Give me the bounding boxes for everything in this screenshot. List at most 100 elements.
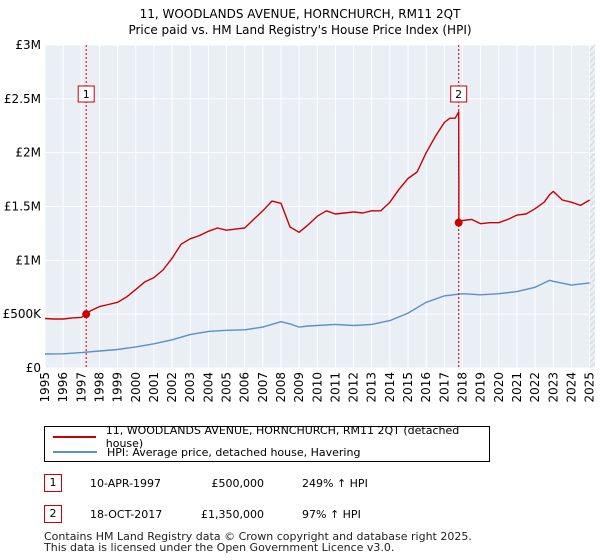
hatch-line: [589, 224, 596, 231]
hatch-line: [589, 194, 596, 201]
hatch-line: [589, 248, 596, 255]
hatch-line: [589, 80, 596, 87]
x-tick-label: 1996: [56, 372, 70, 403]
hatch-line: [589, 278, 596, 285]
x-tick-label: 2015: [401, 372, 415, 403]
hatch-line: [589, 356, 596, 363]
hatch-line: [589, 128, 596, 135]
hatch-line: [589, 92, 596, 99]
hatch-line: [589, 236, 596, 243]
hatch-line: [589, 140, 596, 147]
hatch-line: [589, 314, 596, 321]
x-tick-label: 1999: [111, 372, 125, 403]
hatch-line: [589, 134, 596, 141]
legend-label-hpi: HPI: Average price, detached house, Have…: [107, 445, 361, 459]
transaction-price: £500,000: [211, 477, 265, 490]
x-tick-label: 2019: [474, 372, 488, 403]
transaction-date: 10-APR-1997: [90, 477, 162, 490]
x-tick-label: 2002: [165, 372, 179, 403]
transaction-row: 1 10-APR-1997 £500,000 249% ↑ HPI: [44, 474, 494, 494]
hatch-line: [589, 326, 596, 333]
footer: Contains HM Land Registry data © Crown c…: [44, 531, 472, 553]
x-tick-label: 2024: [564, 372, 578, 403]
x-tick-label: 2022: [528, 372, 542, 403]
transaction-hpi-change: 249% ↑ HPI: [302, 477, 368, 490]
x-tick-label: 2017: [437, 372, 451, 403]
y-tick-label: £1.5M: [4, 200, 41, 214]
hatch-line: [589, 254, 596, 261]
hatch-line: [589, 260, 596, 267]
y-tick-label: £500K: [3, 307, 43, 321]
hatch-line: [589, 212, 596, 219]
hatch-line: [589, 68, 596, 75]
x-tick-label: 2004: [201, 372, 215, 403]
legend-label-property: 11, WOODLANDS AVENUE, HORNCHURCH, RM11 2…: [105, 424, 460, 450]
hatch-line: [589, 146, 596, 153]
hatch-line: [589, 242, 596, 249]
x-tick-label: 2008: [274, 372, 288, 403]
hatch-line: [589, 110, 596, 117]
hatch-line: [589, 332, 596, 339]
x-tick-label: 2016: [419, 372, 433, 403]
hatch-line: [589, 302, 596, 309]
annotation-box: [450, 85, 468, 103]
hatch-line: [589, 170, 596, 177]
hatch-line: [589, 44, 596, 51]
legend-swatch-property: [53, 436, 96, 438]
x-tick-label: 2001: [147, 372, 161, 403]
hatch-line: [589, 188, 596, 195]
legend-item-property: 11, WOODLANDS AVENUE, HORNCHURCH, RM11 2…: [53, 424, 489, 450]
y-axis: £0 £500K £1M £1.5M £2M £2.5M £3M: [3, 38, 43, 375]
hatch-line: [589, 218, 596, 225]
transaction-row: 2 18-OCT-2017 £1,350,000 97% ↑ HPI: [44, 505, 494, 525]
x-tick-label: 2010: [310, 372, 324, 403]
series-line: [44, 279, 590, 355]
x-tick-label: 1997: [74, 372, 88, 403]
x-tick-label: 2003: [183, 372, 197, 403]
transaction-marker: 2: [44, 505, 62, 523]
hatch-line: [589, 290, 596, 297]
hatch-line: [589, 350, 596, 357]
x-tick-label: 2009: [292, 372, 306, 403]
hatch-line: [589, 206, 596, 213]
hatch-line: [589, 200, 596, 207]
x-tick-label: 2012: [347, 372, 361, 403]
legend: 11, WOODLANDS AVENUE, HORNCHURCH, RM11 2…: [44, 424, 490, 462]
hatch-line: [589, 230, 596, 237]
x-tick-label: 2025: [583, 372, 597, 403]
hatch-line: [589, 362, 596, 369]
y-tick-label: £2M: [15, 146, 41, 160]
chart-title: 11, WOODLANDS AVENUE, HORNCHURCH, RM11 2…: [0, 6, 600, 38]
x-tick-label: 2006: [238, 372, 252, 403]
hatch-line: [589, 284, 596, 291]
x-tick-label: 2021: [510, 372, 524, 403]
price-chart: £0£500K£1M£1.5M£2M£2.5M£3M 1995 1996 1997 1…: [3, 38, 597, 403]
hatch-line: [589, 152, 596, 159]
hatch-line: [589, 62, 596, 69]
chart-subtitle: Price paid vs. HM Land Registry's House …: [128, 23, 472, 37]
transaction-price: £1,350,000: [201, 508, 264, 521]
series-line: [44, 111, 590, 320]
footer-licence: This data is licensed under the Open Gov…: [44, 541, 395, 554]
hatch-line: [589, 86, 596, 93]
x-tick-label: 2023: [546, 372, 560, 403]
hatch-line: [589, 266, 596, 273]
hatch-line: [589, 338, 596, 345]
hatch-line: [589, 344, 596, 351]
footer-copyright: Contains HM Land Registry data © Crown c…: [44, 530, 472, 543]
x-tick-label: 1995: [38, 372, 52, 403]
hatch-line: [589, 296, 596, 303]
hatch-line: [589, 74, 596, 81]
x-tick-label: 2007: [256, 372, 270, 403]
x-tick-label: 1998: [92, 372, 106, 403]
hatch-line: [589, 98, 596, 105]
x-tick-label: 2014: [383, 372, 397, 403]
annotation-box: [77, 85, 95, 103]
y-tick-label: £3M: [15, 38, 41, 52]
hatch-line: [589, 116, 596, 123]
legend-item-hpi: HPI: Average price, detached house, Have…: [53, 445, 360, 459]
x-tick-label: 2005: [220, 372, 234, 403]
hatch-line: [589, 122, 596, 129]
hatch-line: [589, 320, 596, 327]
